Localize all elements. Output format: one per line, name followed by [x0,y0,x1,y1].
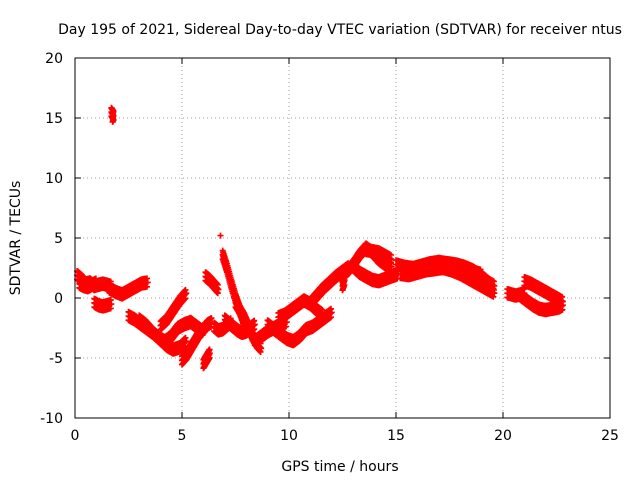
series-track-30 [108,104,117,125]
series-track-6 [136,312,207,349]
y-tick-label: -5 [49,351,63,367]
y-tick-label: 0 [54,291,63,307]
series-track-18 [303,305,335,337]
point-markers [76,275,100,295]
point-markers [339,273,348,294]
series-track-8 [179,315,215,368]
plot-frame [74,57,611,419]
y-tick-label: 10 [45,171,63,187]
series-track-21 [350,259,402,289]
x-axis-label: GPS time / hours [281,459,398,475]
point-markers [106,275,151,302]
point-markers [108,104,117,125]
point-markers [264,317,310,349]
point-markers [200,346,213,372]
x-tick-label: 5 [178,428,187,444]
series-track-22 [363,242,395,267]
chart-title: Day 195 of 2021, Sidereal Day-to-day VTE… [58,22,622,38]
y-tick-label: -10 [40,411,63,427]
y-tick-label: 20 [45,51,63,67]
series-track-3 [91,295,115,314]
point-markers [179,315,215,368]
x-tick-label: 15 [387,428,405,444]
x-tick-label: 10 [280,428,298,444]
series-track-32 [339,273,348,294]
point-markers [91,295,115,314]
point-markers [202,269,222,297]
series-track-29 [521,274,566,309]
axis-tick-labels: 0 5 10 15 20 25 -10 -5 0 5 10 15 20 [40,51,619,444]
series-track-10 [202,269,222,297]
y-tick-label: 5 [54,231,63,247]
point-markers [217,232,224,239]
point-markers [363,242,395,267]
point-markers [478,271,498,293]
point-markers [136,312,207,349]
point-markers [350,259,402,289]
y-tick-label: 15 [45,111,63,127]
grid-lines [75,58,610,418]
point-markers [521,274,566,309]
series-track-26 [478,271,498,293]
x-tick-label: 0 [71,428,80,444]
series-track-31 [217,232,224,239]
x-tick-label: 25 [601,428,619,444]
series-track-9 [200,346,213,372]
data-points [74,104,566,372]
series-track-4 [106,275,151,302]
y-axis-label: SDTVAR / TECUs [8,181,24,296]
x-tick-label: 20 [494,428,512,444]
series-track-7 [157,286,190,333]
series-track-16 [264,317,310,349]
series-track-2 [76,275,100,295]
point-markers [303,305,335,337]
point-markers [157,286,190,333]
